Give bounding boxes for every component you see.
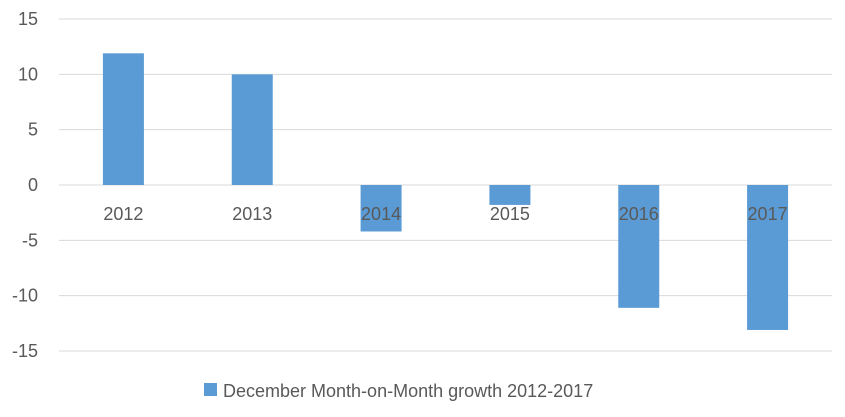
- y-tick-label: -10: [12, 286, 38, 306]
- legend-swatch: [204, 383, 217, 396]
- legend-label: December Month-on-Month growth 2012-2017: [223, 381, 593, 401]
- y-axis-ticks: 15 10 5 0 -5 -10 -15: [12, 9, 38, 361]
- bar-2012: [102, 53, 144, 185]
- y-tick-label: -5: [22, 230, 38, 250]
- bar-2017: [747, 185, 789, 330]
- bar-2015: [489, 185, 531, 205]
- category-label: 2014: [361, 204, 401, 224]
- category-label: 2015: [490, 204, 530, 224]
- category-label: 2016: [619, 204, 659, 224]
- gridlines: [59, 18, 832, 352]
- category-label: 2012: [103, 204, 143, 224]
- y-tick-label: 0: [28, 175, 38, 195]
- y-tick-label: 10: [18, 64, 38, 84]
- bar-2016: [618, 185, 660, 308]
- legend: December Month-on-Month growth 2012-2017: [204, 381, 593, 401]
- category-label: 2013: [232, 204, 272, 224]
- category-labels: 2012 2013 2014 2015 2016 2017: [103, 204, 787, 224]
- y-tick-label: -15: [12, 341, 38, 361]
- bar-2014: [360, 185, 402, 232]
- bar-2013: [231, 74, 273, 185]
- bars: [102, 53, 789, 330]
- category-label: 2017: [748, 204, 788, 224]
- y-tick-label: 5: [28, 120, 38, 140]
- y-tick-label: 15: [18, 9, 38, 29]
